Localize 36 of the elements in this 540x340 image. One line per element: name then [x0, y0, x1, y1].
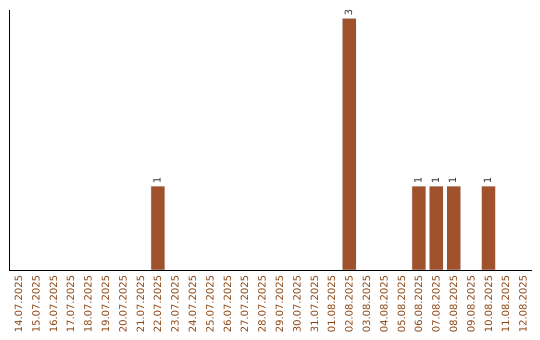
x-tick-label: 08.08.2025 [448, 275, 460, 332]
x-tick-label: 02.08.2025 [344, 275, 356, 332]
x-tick-label: 01.08.2025 [327, 275, 338, 332]
x-tick-label: 25.07.2025 [205, 275, 216, 332]
x-tick-label: 06.08.2025 [414, 275, 426, 332]
x-tick-label: 24.07.2025 [188, 275, 199, 332]
x-tick-label: 22.07.2025 [153, 275, 164, 332]
x-tick-label: 27.07.2025 [240, 275, 252, 332]
x-tick-label: 19.07.2025 [100, 275, 112, 332]
data-label: 1 [152, 176, 164, 184]
x-tick-label: 16.07.2025 [48, 275, 60, 332]
x-tick-label: 10.08.2025 [484, 275, 495, 332]
x-tick-label: 18.07.2025 [84, 275, 95, 332]
x-tick-label: 21.07.2025 [136, 275, 147, 332]
x-tick-label: 30.07.2025 [292, 275, 304, 332]
data-label: 1 [483, 176, 494, 184]
x-tick-label: 09.08.2025 [466, 275, 478, 332]
x-tick-label: 17.07.2025 [66, 275, 78, 332]
data-label: 1 [413, 176, 424, 184]
x-tick-label: 07.08.2025 [432, 275, 443, 332]
x-tick-label: 15.07.2025 [31, 275, 42, 332]
x-tick-label: 23.07.2025 [170, 275, 182, 332]
x-tick-label: 11.08.2025 [501, 275, 512, 332]
x-tick-label: 31.07.2025 [310, 275, 321, 332]
x-tick-label: 05.08.2025 [396, 275, 408, 332]
x-tick-label: 14.07.2025 [14, 275, 25, 332]
x-tick-label: 29.07.2025 [274, 275, 286, 332]
data-label: 1 [430, 176, 442, 184]
x-tick-label: 04.08.2025 [379, 275, 390, 332]
x-tick-label: 12.08.2025 [518, 275, 530, 332]
x-tick-label: 20.07.2025 [118, 275, 130, 332]
data-label: 3 [344, 9, 355, 16]
x-tick-label: 03.08.2025 [362, 275, 373, 332]
data-label: 1 [448, 176, 460, 184]
x-tick-label: 26.07.2025 [222, 275, 234, 332]
x-tick-label: 28.07.2025 [258, 275, 269, 332]
